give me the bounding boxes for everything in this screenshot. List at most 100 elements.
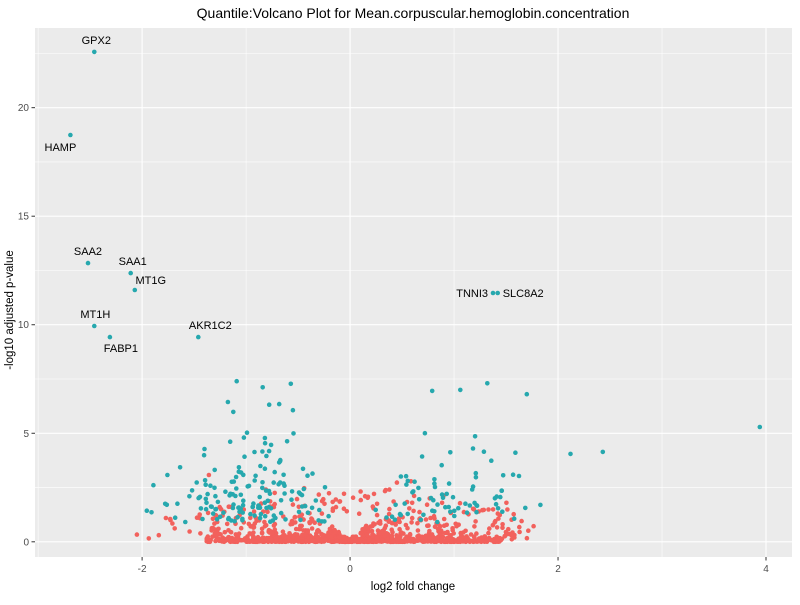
data-point-significant	[232, 518, 237, 524]
data-point-nonsignificant	[205, 510, 211, 516]
data-point-significant	[244, 430, 250, 436]
data-point-significant	[500, 509, 505, 514]
data-point-nonsignificant	[134, 532, 140, 537]
data-point-nonsignificant	[479, 539, 484, 544]
data-point-significant	[322, 485, 328, 490]
data-point-nonsignificant	[407, 506, 412, 511]
data-point-significant	[268, 442, 274, 448]
data-point-significant	[489, 458, 494, 464]
data-point-significant	[183, 519, 188, 525]
data-point-significant	[260, 449, 265, 454]
data-point-nonsignificant	[425, 523, 430, 529]
data-point-nonsignificant	[473, 519, 478, 524]
data-point-nonsignificant	[383, 487, 389, 493]
data-point-significant	[276, 460, 282, 465]
data-point-nonsignificant	[424, 502, 430, 508]
data-point-significant	[268, 519, 273, 524]
data-point-nonsignificant	[271, 523, 277, 528]
data-point-nonsignificant	[319, 498, 325, 504]
data-point-significant	[446, 481, 452, 486]
data-point-significant	[194, 480, 199, 485]
data-point-significant	[421, 512, 426, 518]
data-point-significant	[411, 489, 416, 494]
data-point-nonsignificant	[251, 509, 257, 514]
data-point-nonsignificant	[350, 495, 356, 501]
data-point-nonsignificant	[422, 534, 428, 539]
data-point-significant	[256, 503, 262, 509]
data-point-nonsignificant	[337, 535, 342, 540]
data-point-nonsignificant	[391, 499, 396, 504]
data-point-nonsignificant	[259, 530, 265, 535]
data-point-significant	[231, 409, 236, 415]
data-point-significant	[107, 334, 113, 340]
data-point-significant	[92, 323, 97, 329]
data-point-nonsignificant	[353, 537, 359, 543]
data-point-nonsignificant	[441, 516, 447, 522]
x-tick-label: 0	[347, 564, 353, 575]
data-point-nonsignificant	[238, 525, 244, 531]
data-point-significant	[262, 500, 268, 506]
data-point-significant	[217, 514, 223, 520]
data-point-nonsignificant	[329, 534, 334, 539]
data-point-nonsignificant	[333, 530, 338, 535]
data-point-significant	[229, 479, 235, 485]
data-point-nonsignificant	[259, 526, 265, 532]
data-point-significant	[513, 450, 518, 456]
data-point-significant	[404, 482, 409, 487]
data-point-significant	[250, 504, 255, 510]
data-point-nonsignificant	[229, 539, 234, 544]
data-point-significant	[600, 449, 606, 455]
data-point-significant	[245, 484, 250, 489]
data-point-significant	[474, 503, 479, 508]
data-point-nonsignificant	[316, 492, 322, 497]
data-point-nonsignificant	[445, 537, 451, 542]
data-point-significant	[128, 270, 133, 276]
gene-label-fabp1: FABP1	[104, 343, 138, 355]
data-point-nonsignificant	[524, 535, 530, 541]
data-point-nonsignificant	[411, 508, 416, 514]
data-point-nonsignificant	[299, 533, 305, 538]
data-point-significant	[464, 510, 470, 515]
data-point-nonsignificant	[370, 533, 375, 538]
data-point-nonsignificant	[390, 529, 395, 535]
data-point-significant	[511, 516, 517, 521]
data-point-nonsignificant	[337, 499, 343, 504]
data-point-nonsignificant	[370, 539, 376, 545]
data-point-nonsignificant	[251, 525, 256, 530]
data-point-nonsignificant	[327, 526, 333, 532]
data-point-significant	[490, 290, 496, 296]
data-point-nonsignificant	[427, 528, 432, 534]
data-point-nonsignificant	[468, 532, 474, 537]
data-point-significant	[165, 472, 170, 478]
data-point-significant	[500, 473, 506, 478]
data-point-significant	[568, 451, 573, 457]
data-point-significant	[212, 485, 217, 491]
data-point-nonsignificant	[334, 539, 340, 544]
data-point-nonsignificant	[436, 529, 441, 534]
data-point-nonsignificant	[244, 538, 250, 544]
chart-title: Quantile:Volcano Plot for Mean.corpuscul…	[197, 5, 630, 21]
data-point-significant	[196, 334, 201, 340]
data-point-nonsignificant	[409, 520, 414, 525]
data-point-nonsignificant	[450, 526, 455, 531]
data-point-significant	[238, 470, 244, 475]
data-point-nonsignificant	[389, 534, 395, 540]
data-point-significant	[213, 507, 218, 512]
data-point-significant	[92, 49, 97, 55]
gene-label-saa1: SAA1	[119, 256, 147, 268]
y-tick-label: 15	[18, 212, 30, 223]
data-point-significant	[266, 402, 272, 408]
data-point-significant	[405, 511, 411, 517]
data-point-nonsignificant	[439, 500, 445, 506]
data-point-nonsignificant	[502, 533, 508, 539]
data-point-nonsignificant	[423, 517, 429, 522]
data-point-significant	[310, 471, 315, 476]
data-point-nonsignificant	[291, 539, 297, 544]
data-point-significant	[495, 506, 501, 511]
data-point-nonsignificant	[397, 526, 402, 532]
data-point-nonsignificant	[280, 529, 286, 534]
data-point-significant	[403, 473, 409, 479]
data-point-significant	[253, 473, 258, 479]
data-point-significant	[281, 481, 287, 486]
data-point-significant	[470, 446, 476, 451]
